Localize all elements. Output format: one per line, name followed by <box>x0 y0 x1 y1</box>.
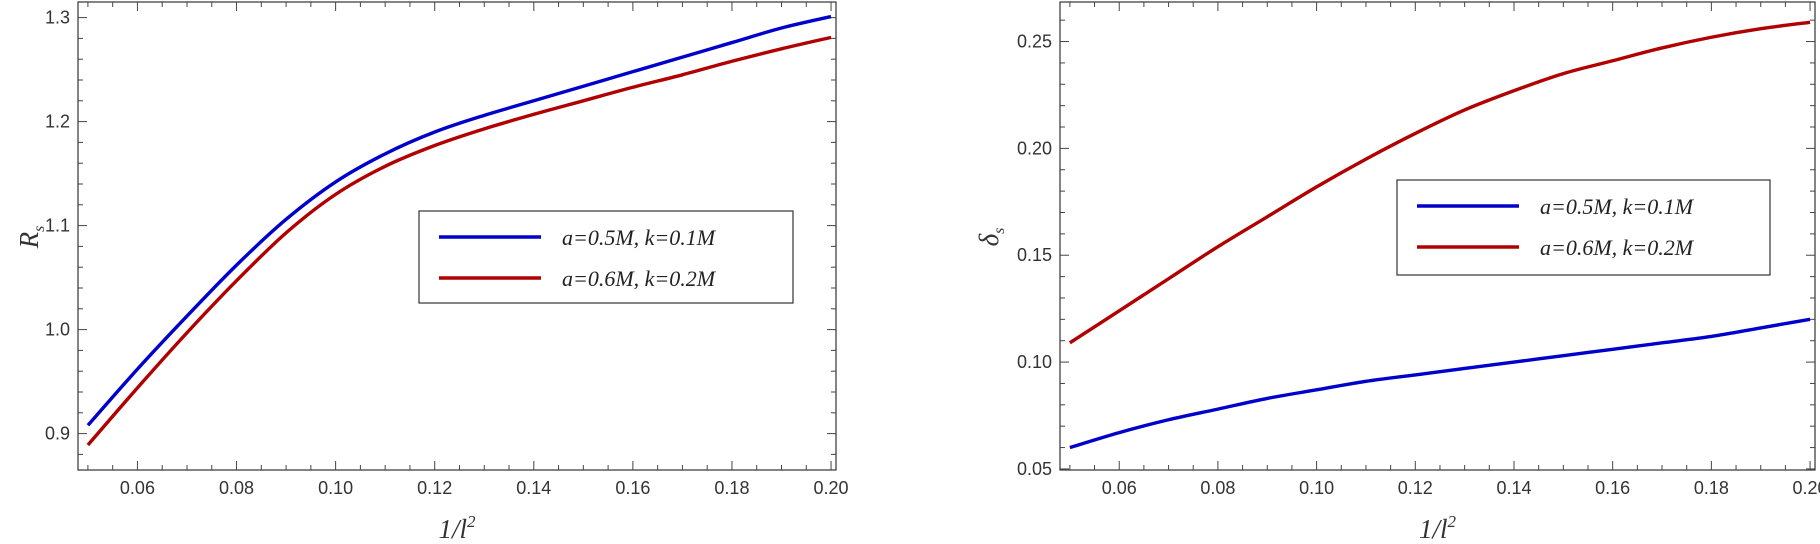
y-tick-label: 1.1 <box>45 216 70 236</box>
x-tick-label: 0.20 <box>1793 478 1820 498</box>
legend-box <box>1396 179 1771 276</box>
x-tick-label: 0.16 <box>615 478 650 498</box>
y-tick-label: 1.2 <box>45 112 70 132</box>
series-line-2 <box>86 35 832 447</box>
y-tick-label: 1.0 <box>45 320 70 340</box>
legend-box <box>418 210 794 304</box>
plot-frame <box>77 1 837 471</box>
x-tick-label: 0.06 <box>1102 478 1137 498</box>
x-tick-label: 0.16 <box>1595 478 1630 498</box>
y-tick-label: 0.25 <box>1017 32 1052 52</box>
x-tick-label: 0.06 <box>120 478 155 498</box>
legend-label: a=0.6M, k=0.2M <box>562 266 717 291</box>
legend: a=0.5M, k=0.1M a=0.6M, k=0.2M <box>418 210 794 304</box>
y-tick-label: 0.05 <box>1017 459 1052 479</box>
legend-label: a=0.5M, k=0.1M <box>562 225 717 250</box>
x-axis-title: 1/l2 <box>1419 512 1457 544</box>
x-tick-label: 0.10 <box>1299 478 1334 498</box>
chart-right-delta: 0.06 0.08 0.10 0.12 0.14 0.16 0.18 0.20 0.05 0.10… <box>974 1 1820 544</box>
x-tick-label: 0.14 <box>1496 478 1531 498</box>
x-tick-label: 0.08 <box>219 478 254 498</box>
legend-label: a=0.6M, k=0.2M <box>1540 235 1695 260</box>
x-tick-label: 0.18 <box>714 478 749 498</box>
series-line-1 <box>86 14 832 427</box>
x-tick-label: 0.14 <box>516 478 551 498</box>
y-tick-label: 0.9 <box>45 424 70 444</box>
x-tick-label: 0.10 <box>318 478 353 498</box>
series-line-2 <box>1068 20 1811 345</box>
x-tick-label: 0.12 <box>1398 478 1433 498</box>
y-axis-title: δs <box>974 228 1008 247</box>
y-axis-title: Rs <box>14 226 48 250</box>
x-tick-label: 0.12 <box>417 478 452 498</box>
x-tick-label: 0.18 <box>1694 478 1729 498</box>
chart-left-rs: 0.06 0.08 0.10 0.12 0.14 0.16 0.18 0.20 0.9 1.0 1.… <box>14 1 849 544</box>
x-tick-label: 0.20 <box>814 478 849 498</box>
plot-frame <box>1059 1 1816 471</box>
legend-label: a=0.5M, k=0.1M <box>1540 194 1695 219</box>
y-tick-label: 0.20 <box>1017 138 1052 158</box>
x-axis-title: 1/l2 <box>438 512 476 544</box>
x-tick-label: 0.08 <box>1200 478 1235 498</box>
y-tick-label: 1.3 <box>45 8 70 28</box>
series-line-1 <box>1069 317 1811 450</box>
y-tick-label: 0.10 <box>1017 352 1052 372</box>
y-tick-label: 0.15 <box>1017 245 1052 265</box>
legend: a=0.5M, k=0.1M a=0.6M, k=0.2M <box>1396 179 1771 276</box>
